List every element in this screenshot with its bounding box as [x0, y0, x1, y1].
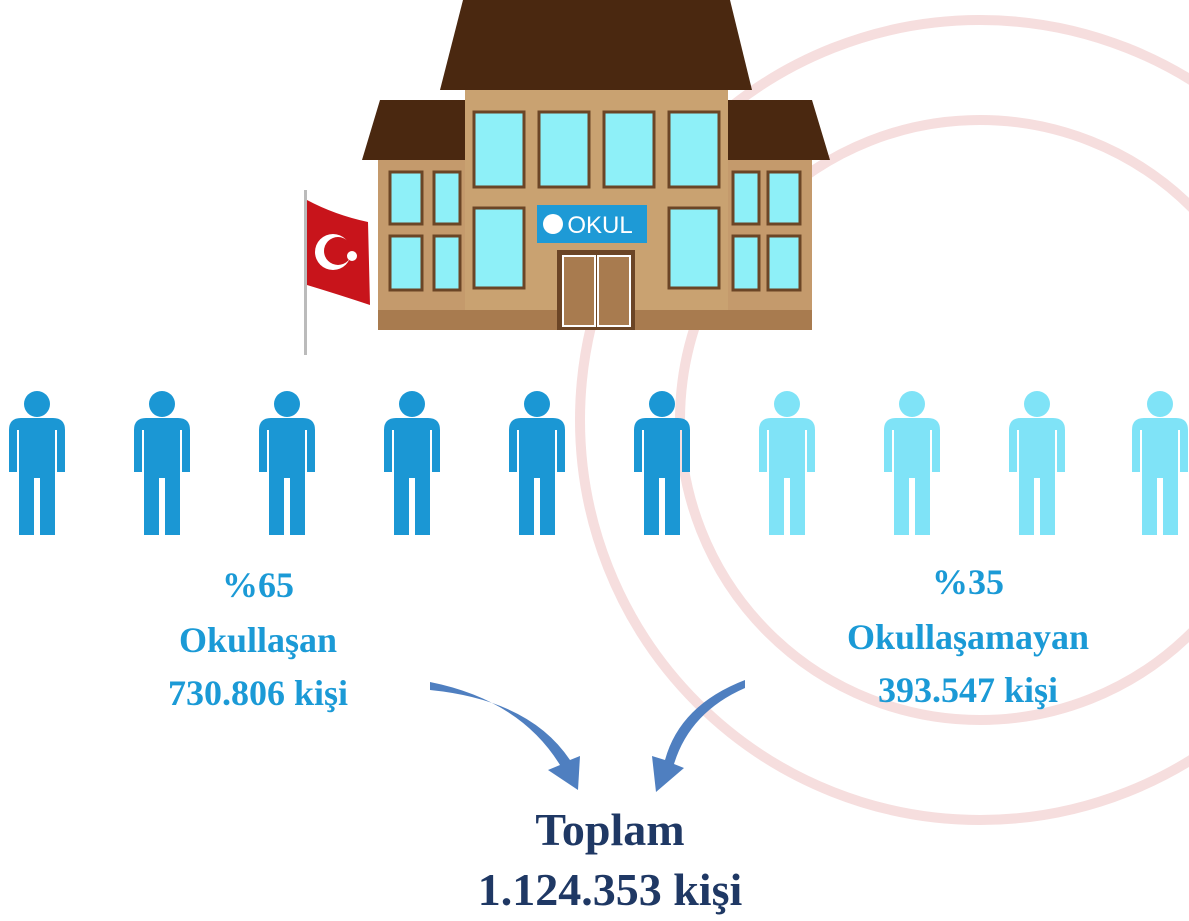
school-building: OKUL [362, 0, 830, 330]
person-icon [884, 391, 940, 535]
group-label: Okullaşamayan [847, 617, 1089, 657]
total-label: Toplam [535, 804, 684, 855]
person-icon [384, 391, 440, 535]
flag [304, 190, 370, 355]
person-icon [759, 391, 815, 535]
total-count: 1.124.353 kişi [478, 864, 743, 915]
person-icon [9, 391, 65, 535]
arrows [430, 680, 745, 792]
group-count: 393.547 kişi [878, 670, 1058, 710]
group-count: 730.806 kişi [168, 673, 348, 713]
group-label: Okullaşan [179, 620, 337, 660]
school-sign: OKUL [567, 212, 632, 239]
person-icon [1132, 391, 1188, 535]
percent: %35 [932, 562, 1004, 602]
person-icon [1009, 391, 1065, 535]
people-row [9, 391, 1188, 535]
person-icon [134, 391, 190, 535]
person-icon [259, 391, 315, 535]
percent: %65 [222, 565, 294, 605]
person-icon [634, 391, 690, 535]
person-icon [509, 391, 565, 535]
